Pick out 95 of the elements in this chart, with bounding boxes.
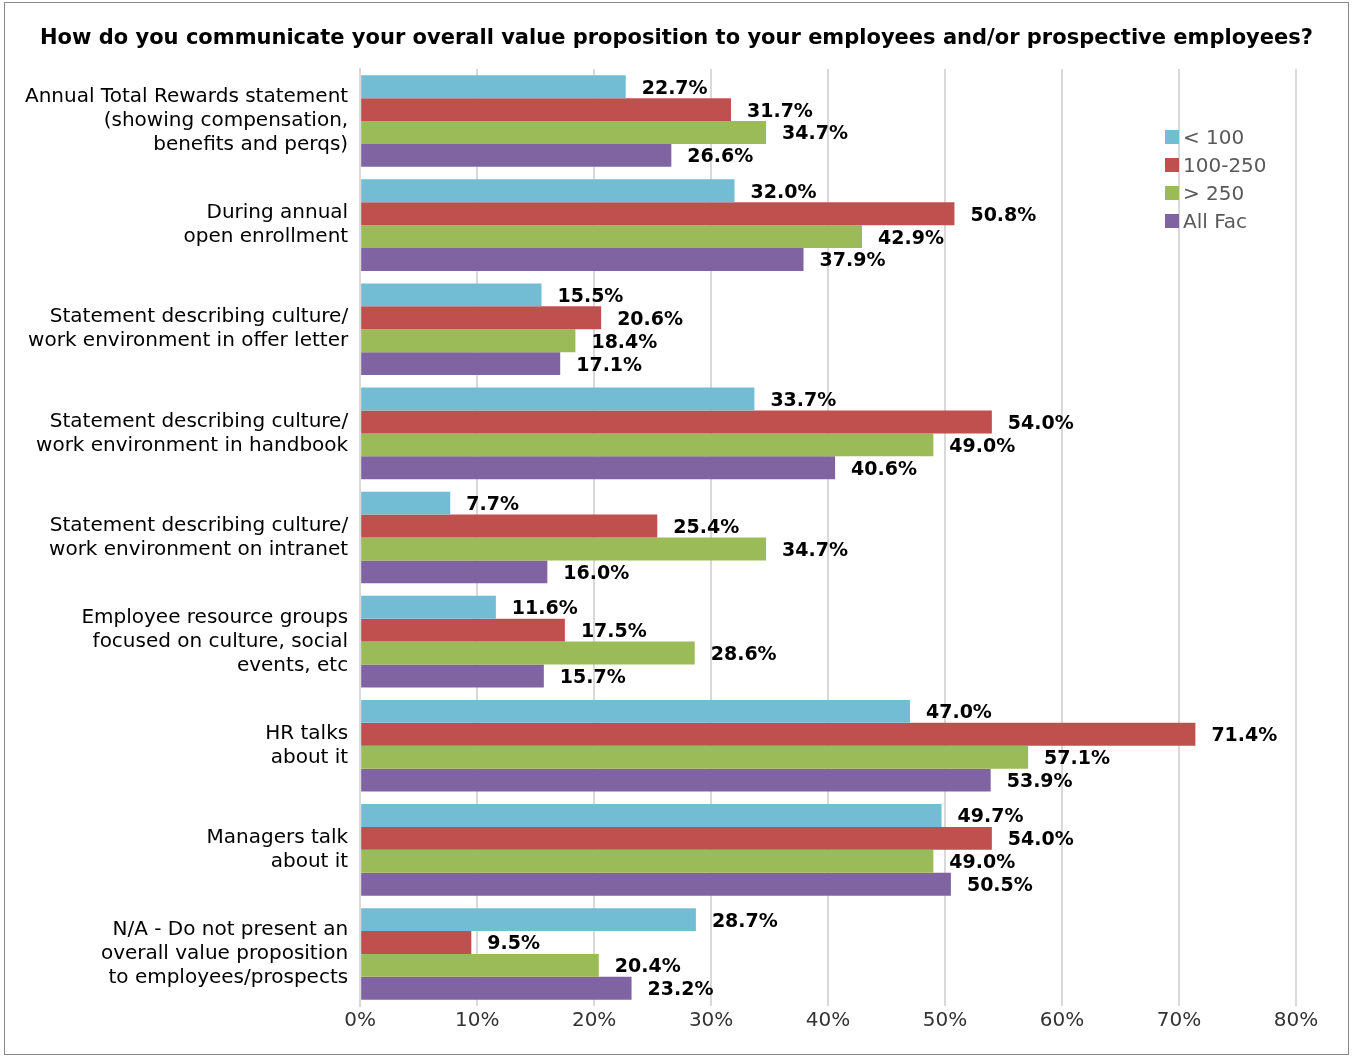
bar <box>361 98 731 122</box>
bar <box>361 352 561 376</box>
data-label: 26.6% <box>687 144 754 167</box>
data-label: 17.1% <box>576 352 643 375</box>
bar <box>361 410 992 434</box>
data-label: 33.7% <box>770 387 837 410</box>
bar <box>361 121 767 144</box>
data-label: 22.7% <box>641 75 708 98</box>
x-tick-label: 80% <box>1273 1007 1319 1032</box>
bar <box>361 872 951 896</box>
x-tick-label: 10% <box>454 1007 500 1032</box>
bar <box>361 560 548 584</box>
bar <box>361 225 863 249</box>
bar <box>361 976 632 1000</box>
bar <box>361 595 496 619</box>
bar <box>361 768 991 792</box>
bar <box>361 722 1196 746</box>
data-label: 28.6% <box>710 642 777 664</box>
data-label: 23.2% <box>647 977 714 1000</box>
bar <box>361 641 695 665</box>
y-tick-label: Statement describing culture/ work environment in handbook <box>36 407 349 456</box>
data-label: 7.7% <box>466 492 519 515</box>
x-tick-label: 50% <box>922 1007 968 1032</box>
y-tick-label: Statement describing culture/ work environment on intranet <box>49 511 349 560</box>
data-label: 16.0% <box>563 560 630 583</box>
bar <box>361 908 696 932</box>
bar <box>361 664 544 688</box>
data-label: 25.4% <box>673 514 740 537</box>
y-tick-label: During annual open enrollment <box>183 199 349 248</box>
bar <box>361 329 576 353</box>
bar <box>361 931 472 954</box>
legend-label: < 100 <box>1183 125 1245 149</box>
bar <box>361 143 672 167</box>
bar <box>361 283 542 307</box>
y-tick-label: Managers talk about it <box>206 824 349 873</box>
bar <box>361 387 755 411</box>
bar <box>361 826 992 850</box>
bar <box>361 745 1029 769</box>
y-tick-label: Annual Total Rewards statement (showing compensation, benefits and perqs) <box>24 83 349 156</box>
bar <box>361 537 767 561</box>
bar <box>361 248 804 271</box>
bar <box>361 804 942 827</box>
data-label: 49.7% <box>957 804 1024 827</box>
y-tick-label: Statement describing culture/ work environment in offer letter <box>28 303 349 352</box>
legend-label: 100-250 <box>1183 153 1267 177</box>
y-tick-label: HR talks about it <box>265 719 349 768</box>
data-label: 20.4% <box>614 954 681 977</box>
x-tick-label: 20% <box>571 1007 617 1032</box>
bar <box>361 306 602 330</box>
data-label: 17.5% <box>580 619 647 642</box>
data-label: 37.9% <box>819 248 886 271</box>
x-tick-label: 0% <box>344 1007 377 1032</box>
bar <box>361 456 836 480</box>
x-tick-label: 70% <box>1156 1007 1202 1032</box>
data-label: 50.8% <box>970 202 1037 225</box>
bar <box>361 618 565 642</box>
bar <box>361 491 451 515</box>
x-tick-label: 30% <box>688 1007 734 1032</box>
data-label: 11.6% <box>511 596 578 619</box>
x-tick-label: 40% <box>805 1007 851 1032</box>
data-label: 53.9% <box>1006 769 1073 792</box>
bar <box>361 202 955 226</box>
data-label: 71.4% <box>1211 723 1278 746</box>
x-tick-label: 60% <box>1039 1007 1085 1032</box>
bar <box>361 179 735 203</box>
data-label: 20.6% <box>617 306 684 329</box>
y-tick-label: Employee resource groups focused on culture, social events, etc <box>81 603 349 676</box>
bar <box>361 699 910 723</box>
bar <box>361 953 599 977</box>
data-label: 31.7% <box>746 98 813 121</box>
legend-label: All Fac <box>1183 209 1248 233</box>
data-label: 54.0% <box>1007 410 1074 433</box>
bar <box>361 433 934 457</box>
bar <box>361 514 658 538</box>
bar <box>361 849 934 873</box>
data-label: 15.7% <box>559 664 626 687</box>
legend-label: > 250 <box>1183 181 1245 205</box>
data-label: 28.7% <box>711 908 778 931</box>
data-label: 47.0% <box>925 700 992 723</box>
data-label: 42.9% <box>878 225 944 248</box>
data-label: 32.0% <box>750 179 817 202</box>
data-label: 9.5% <box>487 931 541 954</box>
data-label: 40.6% <box>851 456 918 479</box>
data-label: 34.7% <box>782 537 849 560</box>
data-label: 49.0% <box>949 850 1016 873</box>
data-label: 34.7% <box>782 121 849 144</box>
bar <box>361 75 626 99</box>
data-label: 50.5% <box>966 873 1033 896</box>
y-tick-label: N/A - Do not present an overall value proposition to employees/prospects <box>100 916 349 989</box>
data-label: 18.4% <box>591 329 658 352</box>
data-label: 57.1% <box>1044 746 1111 769</box>
data-label: 15.5% <box>557 283 624 306</box>
data-label: 49.0% <box>949 433 1016 456</box>
chart-title: How do you communicate your overall value proposition to your employees and/or prospective employees? <box>39 25 1314 49</box>
data-label: 54.0% <box>1007 827 1074 850</box>
